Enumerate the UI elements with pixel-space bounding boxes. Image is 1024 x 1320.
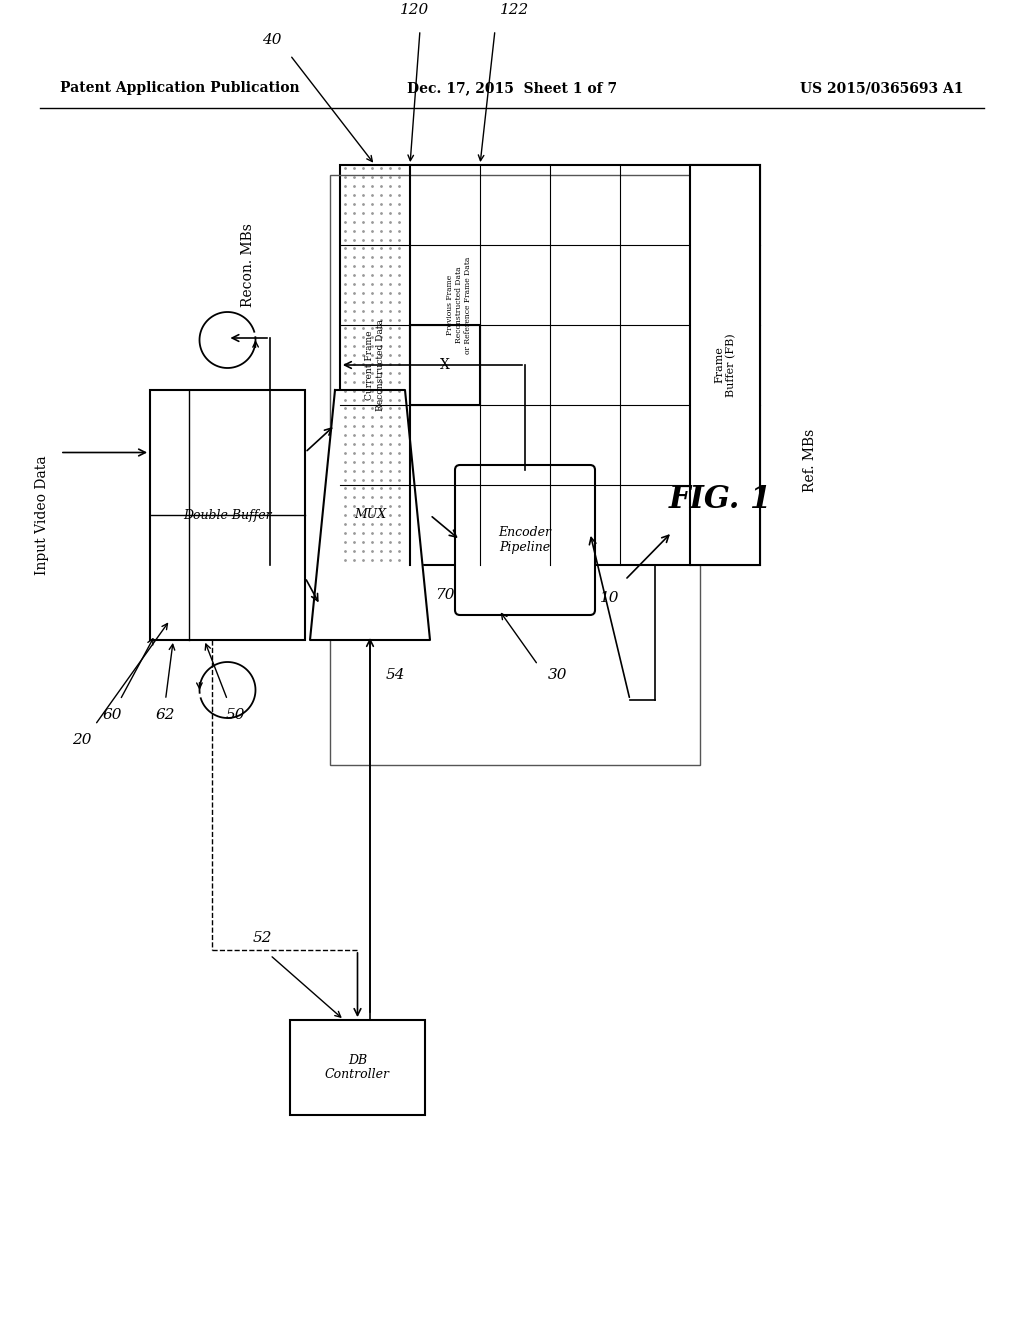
Text: 30: 30 <box>548 668 567 682</box>
Text: 54: 54 <box>385 668 404 682</box>
Bar <box>150 389 305 640</box>
Text: Previous Frame
Reconstructed Data
or Reference Frame Data: Previous Frame Reconstructed Data or Ref… <box>445 256 472 354</box>
Bar <box>690 165 760 565</box>
Text: 62: 62 <box>156 708 175 722</box>
Text: 70: 70 <box>435 587 455 602</box>
Text: 122: 122 <box>501 3 529 17</box>
Text: MUX: MUX <box>354 508 386 521</box>
Bar <box>330 176 700 766</box>
Text: Recon. MBs: Recon. MBs <box>241 223 255 308</box>
Text: 120: 120 <box>400 3 430 17</box>
Text: Dec. 17, 2015  Sheet 1 of 7: Dec. 17, 2015 Sheet 1 of 7 <box>407 81 617 95</box>
Text: 50: 50 <box>225 708 245 722</box>
Text: Input Video Data: Input Video Data <box>35 455 49 574</box>
Bar <box>340 165 760 565</box>
Text: 20: 20 <box>73 733 92 747</box>
Text: Patent Application Publication: Patent Application Publication <box>60 81 300 95</box>
Text: 60: 60 <box>102 708 122 722</box>
Text: 10: 10 <box>600 591 620 605</box>
Bar <box>290 1020 425 1115</box>
FancyBboxPatch shape <box>455 465 595 615</box>
Text: 52: 52 <box>252 931 271 945</box>
Text: 40: 40 <box>262 33 282 48</box>
Text: FIG. 1: FIG. 1 <box>669 484 772 516</box>
Bar <box>410 325 480 405</box>
Text: DB
Controller: DB Controller <box>325 1053 390 1081</box>
Text: X: X <box>440 358 450 372</box>
Polygon shape <box>310 389 430 640</box>
Text: Ref. MBs: Ref. MBs <box>803 429 817 491</box>
Text: Frame
Buffer (FB): Frame Buffer (FB) <box>714 333 736 397</box>
Text: Double Buffer: Double Buffer <box>183 508 271 521</box>
Text: US 2015/0365693 A1: US 2015/0365693 A1 <box>801 81 964 95</box>
Text: Current Frame
Reconstructed Data: Current Frame Reconstructed Data <box>366 319 385 411</box>
Text: Encoder
Pipeline: Encoder Pipeline <box>499 525 552 554</box>
